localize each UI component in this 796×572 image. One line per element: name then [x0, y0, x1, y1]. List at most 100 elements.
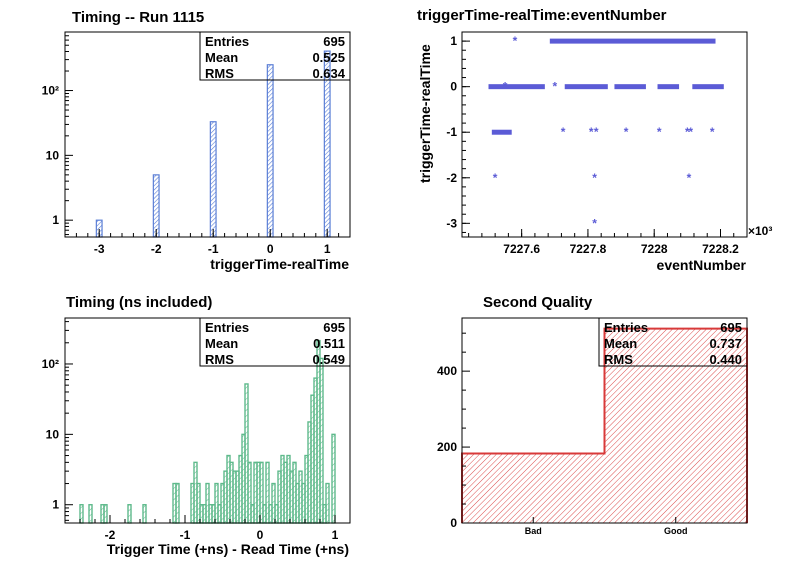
panel2-point-9: *	[688, 125, 693, 139]
panel4-bar-0	[462, 453, 605, 523]
panel2-point-1: *	[503, 80, 508, 94]
panel1-stat-value-2: 0.634	[312, 66, 345, 81]
panel3-bin-51	[319, 357, 324, 524]
panel3-xtick-1: -1	[180, 528, 191, 542]
panel-timing-run: Timing -- Run 1115 -3 -2 -1 0 1 1 10 10² Entrie…	[42, 9, 351, 272]
panel2-ytick-3: 0	[450, 80, 457, 94]
panel1-bin-2	[209, 121, 217, 238]
panel3-xtick-3: 1	[332, 528, 339, 542]
panel2-point-0: *	[513, 34, 518, 48]
panel2-ylabel: triggerTime-realTime	[417, 44, 433, 183]
panel1-xtick-2: -1	[208, 242, 219, 256]
panel2-point-2: *	[552, 80, 557, 94]
panel3-stat-value-2: 0.549	[312, 352, 345, 367]
panel1-title: Timing -- Run 1115	[72, 9, 204, 26]
panel3-ytick-2: 10²	[42, 357, 59, 371]
panel3-bin-3	[103, 504, 108, 524]
panel2-point-5: *	[594, 125, 599, 139]
panel3-title: Timing (ns included)	[66, 294, 212, 311]
panel3-bin-53	[325, 482, 330, 524]
panel2-point-run-2	[564, 84, 608, 90]
panel2-x-multiplier: ×10³	[748, 224, 772, 238]
panel2-xtick-1: 7227.8	[570, 242, 607, 256]
panel4-stats-box	[598, 317, 748, 367]
panel-scatter: triggerTime-realTime:eventNumber ** ** * * *…	[417, 7, 772, 273]
panel4-stat-label-1: Mean	[604, 336, 637, 351]
panel4-category-0: Bad	[525, 526, 542, 536]
panel2-point-run-1	[488, 84, 545, 90]
panel1-xtick-4: 1	[324, 242, 331, 256]
panel2-point-run-0	[549, 38, 716, 44]
panel3-bin-4	[127, 504, 132, 524]
panel1-ytick-0: 1	[52, 213, 59, 227]
panel4-stat-value-0: 695	[720, 320, 742, 335]
panel1-xtick-0: -3	[94, 242, 105, 256]
panel2-ytick-1: -2	[446, 171, 457, 185]
panel2-xtick-0: 7227.6	[503, 242, 540, 256]
panel3-ytick-1: 10	[46, 427, 60, 441]
panel2-point-run-4	[657, 84, 680, 90]
panel1-stat-label-1: Mean	[205, 50, 238, 65]
panel3-xtick-0: -2	[105, 528, 116, 542]
panel2-point-14: *	[592, 216, 597, 230]
panel1-bin-3	[266, 64, 274, 238]
panel1-stats-box	[199, 31, 351, 81]
panel2-point-8: *	[685, 125, 690, 139]
panel2-ytick-2: -1	[446, 125, 457, 139]
panel2-point-6: *	[624, 125, 629, 139]
panel3-xlabel: Trigger Time (+ns) - Read Time (+ns)	[107, 541, 349, 557]
panel1-bin-1	[152, 174, 160, 238]
panel2-point-run-3	[614, 84, 646, 90]
panel4-ytick-2: 400	[437, 364, 457, 378]
panel1-stat-value-1: 0.525	[312, 50, 345, 65]
panel2-xlabel: eventNumber	[657, 257, 747, 273]
panel3-stat-value-1: 0.511	[313, 336, 345, 351]
panel-timing-ns: Timing (ns included) -2 -1 0 1 1 10 10² Entrie…	[42, 294, 351, 557]
panel1-ytick-2: 10²	[42, 84, 59, 98]
panel3-xtick-2: 0	[257, 528, 264, 542]
panel3-bin-5	[142, 504, 147, 524]
panel2-point-10: *	[710, 125, 715, 139]
panel2-point-run-5	[692, 84, 724, 90]
panel3-stat-label-1: Mean	[205, 336, 238, 351]
panel4-ytick-0: 0	[450, 516, 457, 530]
panel3-stat-value-0: 695	[323, 320, 345, 335]
panel3-bin-7	[175, 482, 180, 524]
panel2-title: triggerTime-realTime:eventNumber	[417, 7, 667, 24]
panel1-xlabel: triggerTime-realTime	[210, 256, 349, 272]
panel2-point-4: *	[589, 125, 594, 139]
panel3-ytick-0: 1	[52, 498, 59, 512]
panel2-ytick-0: -3	[446, 216, 457, 230]
panel-second-quality: Second Quality 0 200 400 Bad Good Entries 695…	[437, 294, 748, 536]
panel2-point-11: *	[493, 171, 498, 185]
panel2-xtick-3: 7228.2	[702, 242, 739, 256]
panel4-stat-value-2: 0.440	[709, 352, 742, 367]
panel4-stat-label-0: Entries	[604, 320, 648, 335]
panel2-point-3: *	[561, 125, 566, 139]
panel3-stat-label-2: RMS	[205, 352, 234, 367]
panel4-stat-value-1: 0.737	[709, 336, 742, 351]
panel4-title: Second Quality	[483, 294, 593, 311]
panel1-ytick-1: 10	[46, 148, 60, 162]
panel1-xtick-3: 0	[267, 242, 274, 256]
panel2-point-12: *	[592, 171, 597, 185]
panel2-xtick-2: 7228	[641, 242, 668, 256]
panel4-ytick-1: 200	[437, 440, 457, 454]
panel2-point-run-6	[491, 129, 512, 135]
panel4-stat-label-2: RMS	[604, 352, 633, 367]
panel1-stat-value-0: 695	[323, 34, 345, 49]
panel2-point-7: *	[657, 125, 662, 139]
panel2-frame	[461, 31, 748, 238]
panel3-stat-label-0: Entries	[205, 320, 249, 335]
panel2-ytick-4: 1	[450, 34, 457, 48]
panel3-bin-1	[88, 504, 93, 524]
panel1-xtick-1: -2	[151, 242, 162, 256]
panel4-category-1: Good	[664, 526, 688, 536]
panel1-stat-label-2: RMS	[205, 66, 234, 81]
panel2-point-13: *	[687, 171, 692, 185]
panel1-stat-label-0: Entries	[205, 34, 249, 49]
panel3-bin-54	[331, 433, 336, 524]
panel3-stats-box	[199, 317, 351, 367]
panel4-bar-1	[604, 328, 747, 523]
